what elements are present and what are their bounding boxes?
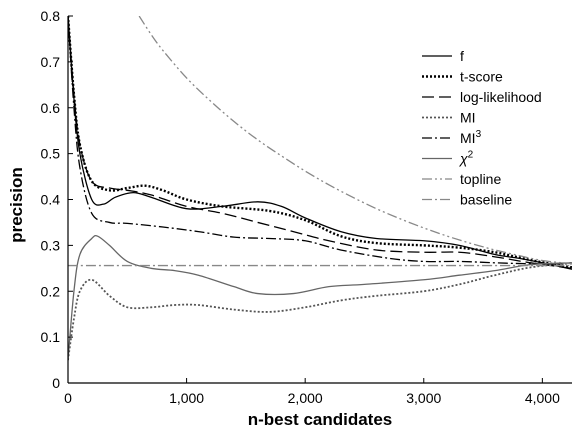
series-line-t-score [68,16,572,269]
y-tick-label: 0.4 [41,192,61,208]
y-tick-label: 0.7 [41,54,61,70]
y-tick-label: 0 [52,375,60,391]
y-tick-label: 0.3 [41,237,61,253]
x-tick-label: 4,000 [525,390,560,406]
legend-label-t-score: t-score [460,69,503,85]
series-line-log-likelihood [68,16,572,269]
x-axis-title: n-best candidates [248,410,393,429]
legend-label-log-likelihood: log-likelihood [460,89,542,105]
y-tick-label: 0.8 [41,8,61,24]
y-tick-label: 0.2 [41,283,61,299]
legend-label-chi2: χ2 [458,150,474,167]
series-line-topline [138,16,572,265]
y-tick-label: 0.6 [41,100,61,116]
series-layer [68,16,572,361]
x-tick-label: 3,000 [406,390,441,406]
legend-label-topline: topline [460,171,501,187]
x-tick-label: 1,000 [169,390,204,406]
series-line-mi-3 [68,16,572,265]
series-line-chi2 [68,234,572,361]
legend-label-mi-3: MI3 [460,129,482,146]
x-tick-label: 2,000 [288,390,323,406]
x-tick-label: 0 [64,390,72,406]
y-tick-label: 0.1 [41,329,61,345]
legend-label-mi: MI [460,110,476,126]
series-line-mi [68,261,572,361]
legend: f t-score log-likelihood MI MI3 χ2 topline base… [422,48,542,208]
axes-layer: 0 0.1 0.2 0.3 0.4 0.5 0.6 0.7 0.8 0 1,000 2,000 3,00… [41,8,572,406]
series-line-f [68,16,572,270]
legend-label-baseline: baseline [460,192,512,208]
y-tick-label: 0.5 [41,146,61,162]
y-axis-title: precision [7,167,26,243]
legend-label-f: f [460,48,464,64]
